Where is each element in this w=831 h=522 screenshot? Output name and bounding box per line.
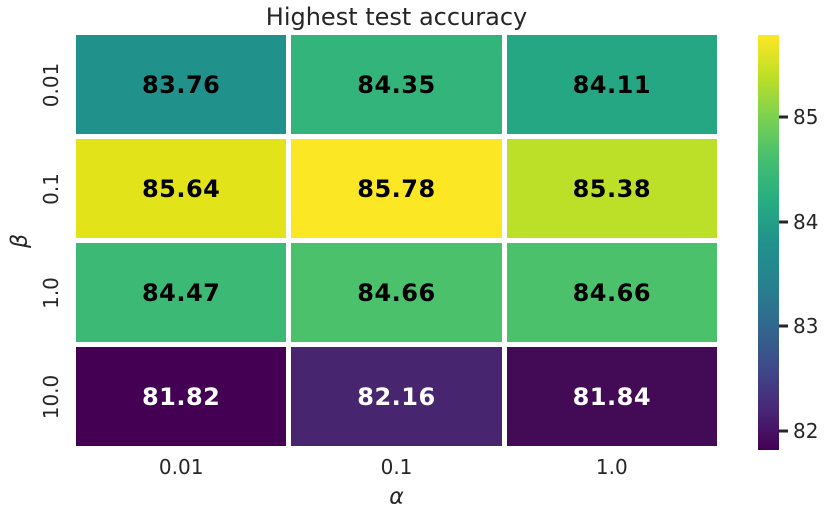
y-tick-label-1: 0.1 — [39, 172, 63, 205]
heatmap-grid: 83.76 84.35 84.11 85.64 85.78 85.38 84.47 84.66… — [76, 35, 717, 446]
heatmap-cell-r0c0: 83.76 — [76, 35, 287, 134]
heatmap-cell-r2c0: 84.47 — [76, 243, 287, 342]
colorbar-tick-mark-3 — [779, 429, 788, 433]
colorbar-tick-label-2: 83 — [793, 314, 819, 339]
x-tick-label-1: 0.1 — [380, 455, 413, 479]
x-tick-label-2: 1.0 — [595, 455, 628, 479]
heatmap-cell-r2c1: 84.66 — [291, 243, 502, 342]
y-tick-label-2: 1.0 — [39, 276, 63, 309]
x-tick-label-0: 0.01 — [158, 455, 204, 479]
y-axis-label: β — [7, 233, 33, 248]
heatmap-cell-r0c1: 84.35 — [291, 35, 502, 134]
colorbar-tick-label-3: 82 — [793, 419, 819, 444]
chart-title: Highest test accuracy — [265, 3, 528, 31]
heatmap-cell-r3c2: 81.84 — [506, 347, 717, 446]
heatmap-cell-r3c0: 81.82 — [76, 347, 287, 446]
colorbar-tick-label-0: 85 — [793, 104, 819, 129]
y-tick-label-0: 0.01 — [39, 62, 63, 107]
colorbar-tick-mark-2 — [779, 324, 788, 328]
x-axis-label: α — [389, 484, 404, 510]
y-tick-label-3: 10.0 — [39, 374, 63, 419]
colorbar-tick-mark-0 — [779, 115, 788, 119]
heatmap-cell-r3c1: 82.16 — [291, 347, 502, 446]
heatmap-cell-r1c2: 85.38 — [506, 139, 717, 238]
colorbar-tick-label-1: 84 — [793, 209, 819, 234]
heatmap-cell-r1c0: 85.64 — [76, 139, 287, 238]
colorbar-tick-mark-1 — [779, 220, 788, 224]
heatmap-cell-r0c2: 84.11 — [506, 35, 717, 134]
heatmap-cell-r1c1: 85.78 — [291, 139, 502, 238]
heatmap-cell-r2c2: 84.66 — [506, 243, 717, 342]
colorbar — [758, 35, 779, 450]
